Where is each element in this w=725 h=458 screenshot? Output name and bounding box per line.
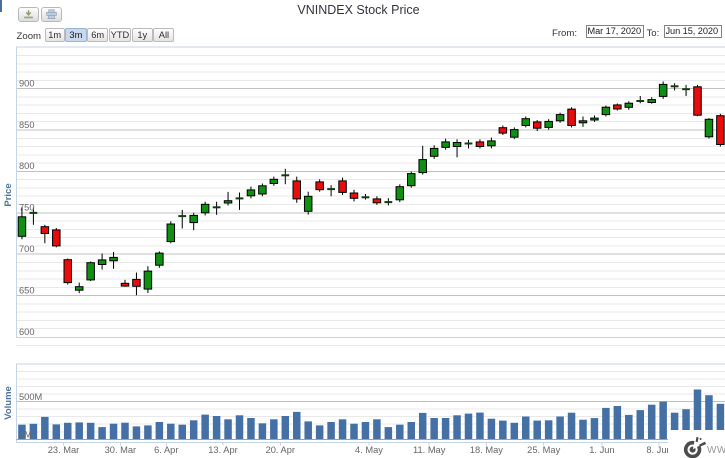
svg-text:25. May: 25. May <box>527 445 560 455</box>
svg-text:850: 850 <box>19 120 35 130</box>
svg-text:750: 750 <box>19 203 35 213</box>
svg-text:30. Mar: 30. Mar <box>105 445 137 455</box>
svg-text:11. May: 11. May <box>413 445 446 455</box>
svg-text:18. May: 18. May <box>470 445 503 455</box>
svg-text:20. Apr: 20. Apr <box>266 445 295 455</box>
svg-text:Price: Price <box>3 183 14 206</box>
svg-text:13. Apr: 13. Apr <box>208 445 237 455</box>
svg-text:6. Apr: 6. Apr <box>154 445 178 455</box>
svg-text:700: 700 <box>19 244 35 254</box>
svg-text:500M: 500M <box>19 392 42 402</box>
svg-text:Volume: Volume <box>3 386 14 420</box>
svg-text:4. May: 4. May <box>355 445 383 455</box>
svg-text:900: 900 <box>19 78 35 88</box>
svg-text:650: 650 <box>19 285 35 295</box>
svg-text:1. Jun: 1. Jun <box>589 445 614 455</box>
svg-text:23. Mar: 23. Mar <box>48 445 80 455</box>
svg-text:800: 800 <box>19 161 35 171</box>
svg-text:8. Jun: 8. Jun <box>646 445 671 455</box>
svg-text:0M: 0M <box>19 430 32 440</box>
svg-text:WWW: WWW <box>707 445 725 456</box>
svg-text:600: 600 <box>19 327 35 337</box>
